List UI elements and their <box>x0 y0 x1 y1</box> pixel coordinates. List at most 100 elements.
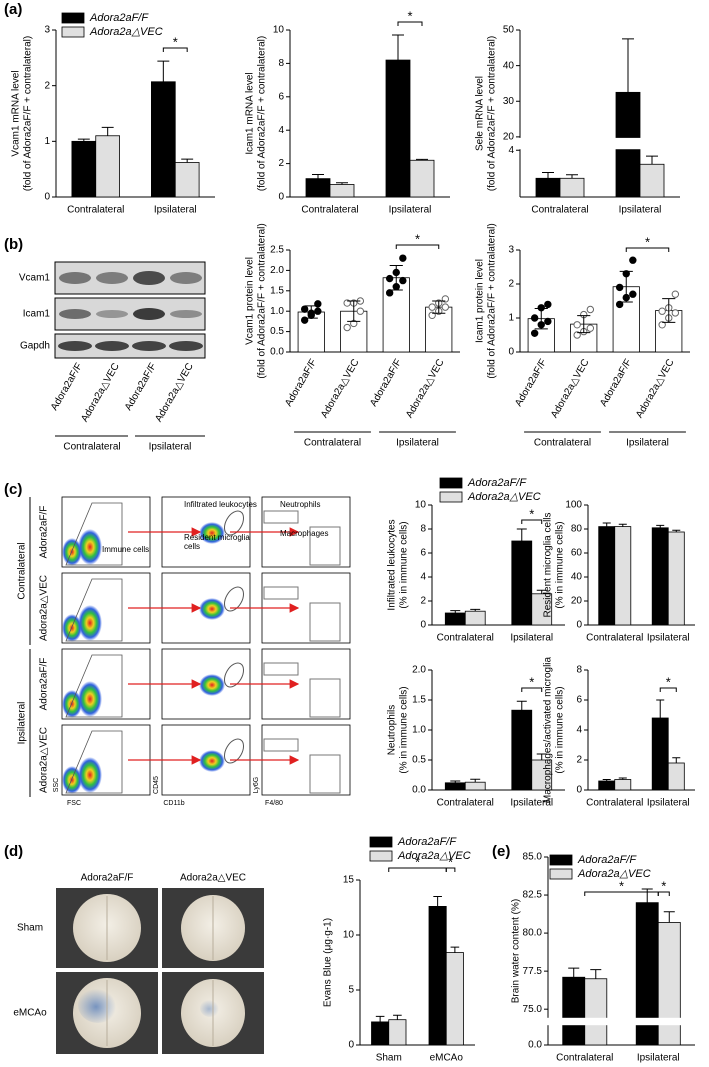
significance-bracket <box>395 244 440 249</box>
data-point <box>399 276 407 285</box>
error-bar <box>392 34 404 61</box>
error-bar <box>450 946 460 953</box>
error-bar <box>181 158 194 163</box>
y-axis-title: Resident microglia cells <box>543 512 554 617</box>
y-axis-title: Infiltrated leukocytes <box>387 519 398 610</box>
legend-swatch <box>61 12 85 24</box>
y-axis-title: (fold of Adora2aF/F + contralateral) <box>257 223 268 378</box>
error-bar <box>432 300 446 314</box>
y-axis-title: (% in immune cells) <box>555 686 566 773</box>
data-point <box>385 289 394 297</box>
y-tick-label: 0.0 <box>412 785 426 796</box>
flow-row-label: Adora2aF/F <box>39 506 50 559</box>
data-point <box>343 323 351 332</box>
gate <box>263 738 299 752</box>
y-tick-label: 0 <box>508 347 514 358</box>
significance-label: * <box>407 8 412 23</box>
y-tick-label: 1 <box>44 136 50 147</box>
error-bar <box>542 171 554 179</box>
density <box>62 766 82 794</box>
bar <box>388 1019 407 1046</box>
bar <box>174 162 200 198</box>
axis-break <box>543 1017 696 1026</box>
flow-axis-label: SSC <box>53 778 60 792</box>
data-point <box>658 307 666 315</box>
gate <box>263 586 299 600</box>
bar <box>562 976 586 1046</box>
y-tick-label: 30 <box>503 96 515 107</box>
y-tick-label: 0.5 <box>270 326 284 337</box>
brain-photos <box>56 888 264 1054</box>
bar <box>535 177 561 198</box>
data-point <box>314 307 322 315</box>
legend-swatch <box>61 26 85 38</box>
y-tick-label: 0 <box>576 785 582 796</box>
y-tick-label: 10 <box>343 930 355 941</box>
bar <box>428 906 447 1046</box>
significance-bracket <box>659 687 677 692</box>
bar <box>385 59 411 198</box>
gate <box>263 510 299 524</box>
gate <box>309 526 341 566</box>
x-tick-label: Ipsilateral <box>619 205 662 216</box>
bar <box>150 81 176 198</box>
error-bar <box>536 589 547 594</box>
bar <box>651 717 669 791</box>
y-tick-label: 5 <box>348 985 354 996</box>
panel-label: (a) <box>4 1 22 18</box>
y-axis-title: Evans Blue (μg·g-1) <box>323 918 334 1007</box>
error-bar <box>566 174 578 179</box>
bar-label: Adora2a△VEC <box>549 357 592 420</box>
data-point <box>356 307 365 315</box>
x-tick-label: Ipsilateral <box>647 633 690 644</box>
legend-label: Adora2a△VEC <box>89 26 163 38</box>
y-tick-label: 3 <box>44 25 50 36</box>
error-bar <box>534 307 548 330</box>
panel-label: (c) <box>4 481 22 498</box>
error-bar <box>602 522 611 527</box>
error-bar <box>622 38 634 93</box>
bar <box>340 310 368 353</box>
data-point <box>544 317 552 326</box>
data-point <box>530 314 539 322</box>
y-tick-label: 4 <box>576 725 582 736</box>
y-tick-label: 82.5 <box>523 890 543 901</box>
error-bar <box>375 1015 385 1022</box>
significance-label: * <box>415 854 420 869</box>
y-tick-label: 4 <box>420 572 426 583</box>
lane-label: Adora2aF/F <box>123 361 159 412</box>
significance-label: * <box>666 674 671 689</box>
bar <box>614 779 632 791</box>
y-axis-title: (% in immune cells) <box>399 521 410 608</box>
x-tick-label: Contralateral <box>586 633 643 644</box>
gate <box>224 662 244 688</box>
y-axis-title: (fold of Adora2aF/F + contralateral) <box>487 223 498 378</box>
significance-label: * <box>529 674 534 689</box>
legend-label: Adora2a△VEC <box>397 850 471 862</box>
bar <box>511 709 533 791</box>
x-tick-label: Ipsilateral <box>396 438 439 449</box>
y-tick-label: 2 <box>44 80 50 91</box>
data-point <box>629 256 637 264</box>
x-tick-label: Ipsilateral <box>626 438 669 449</box>
error-bar <box>450 610 461 613</box>
y-tick-label: 40 <box>571 572 583 583</box>
significance-label: * <box>619 878 624 893</box>
error-bar <box>656 524 665 528</box>
y-axis-title: (% in immune cells) <box>399 686 410 773</box>
y-tick-label: 0 <box>420 620 426 631</box>
bar <box>598 780 616 791</box>
significance-bracket <box>521 687 543 692</box>
legend-label: Adora2aF/F <box>577 854 637 866</box>
gate-label: cells <box>184 542 200 551</box>
x-tick-label: Ipsilateral <box>154 205 197 216</box>
error-bar <box>663 911 675 923</box>
data-point <box>300 305 309 313</box>
data-point <box>615 283 624 292</box>
legend-swatch <box>439 477 463 489</box>
y-tick-label: 100 <box>565 500 582 511</box>
significance-bracket <box>521 519 543 524</box>
bar <box>329 184 355 198</box>
error-bar <box>618 777 627 780</box>
bar <box>667 531 685 626</box>
